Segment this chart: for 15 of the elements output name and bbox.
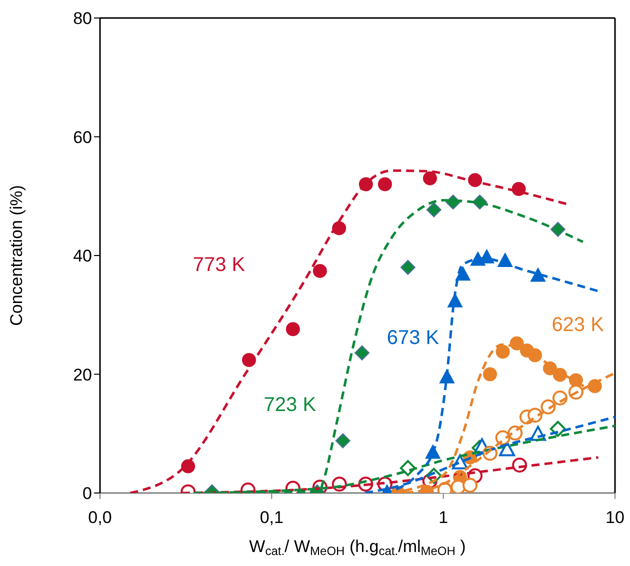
x-tick-label: 0,0: [88, 508, 112, 528]
text: W$_{cat.}$/ W$_{MeOH}$ (h.g$_{cat.}$/ml$_{MeOH}$ ): [249, 537, 466, 558]
y-tick-label: 60: [73, 128, 92, 147]
text: 773 K: [192, 254, 246, 276]
x-tick-label: 0,1: [260, 508, 284, 528]
y-tick-label: 80: [73, 9, 92, 28]
y-tick-label: 20: [73, 365, 92, 384]
x-tick-label: 10: [606, 508, 624, 528]
series-label: 673 K: [386, 326, 440, 349]
x-tick-label: 1: [438, 508, 448, 528]
y-tick-label: 0: [82, 484, 92, 504]
series-label: 723 K: [264, 394, 317, 416]
y-axis-title: Concentration (i%): [7, 185, 26, 326]
series-label: 623 K: [552, 314, 605, 336]
y-tick-label: 40: [73, 246, 92, 266]
